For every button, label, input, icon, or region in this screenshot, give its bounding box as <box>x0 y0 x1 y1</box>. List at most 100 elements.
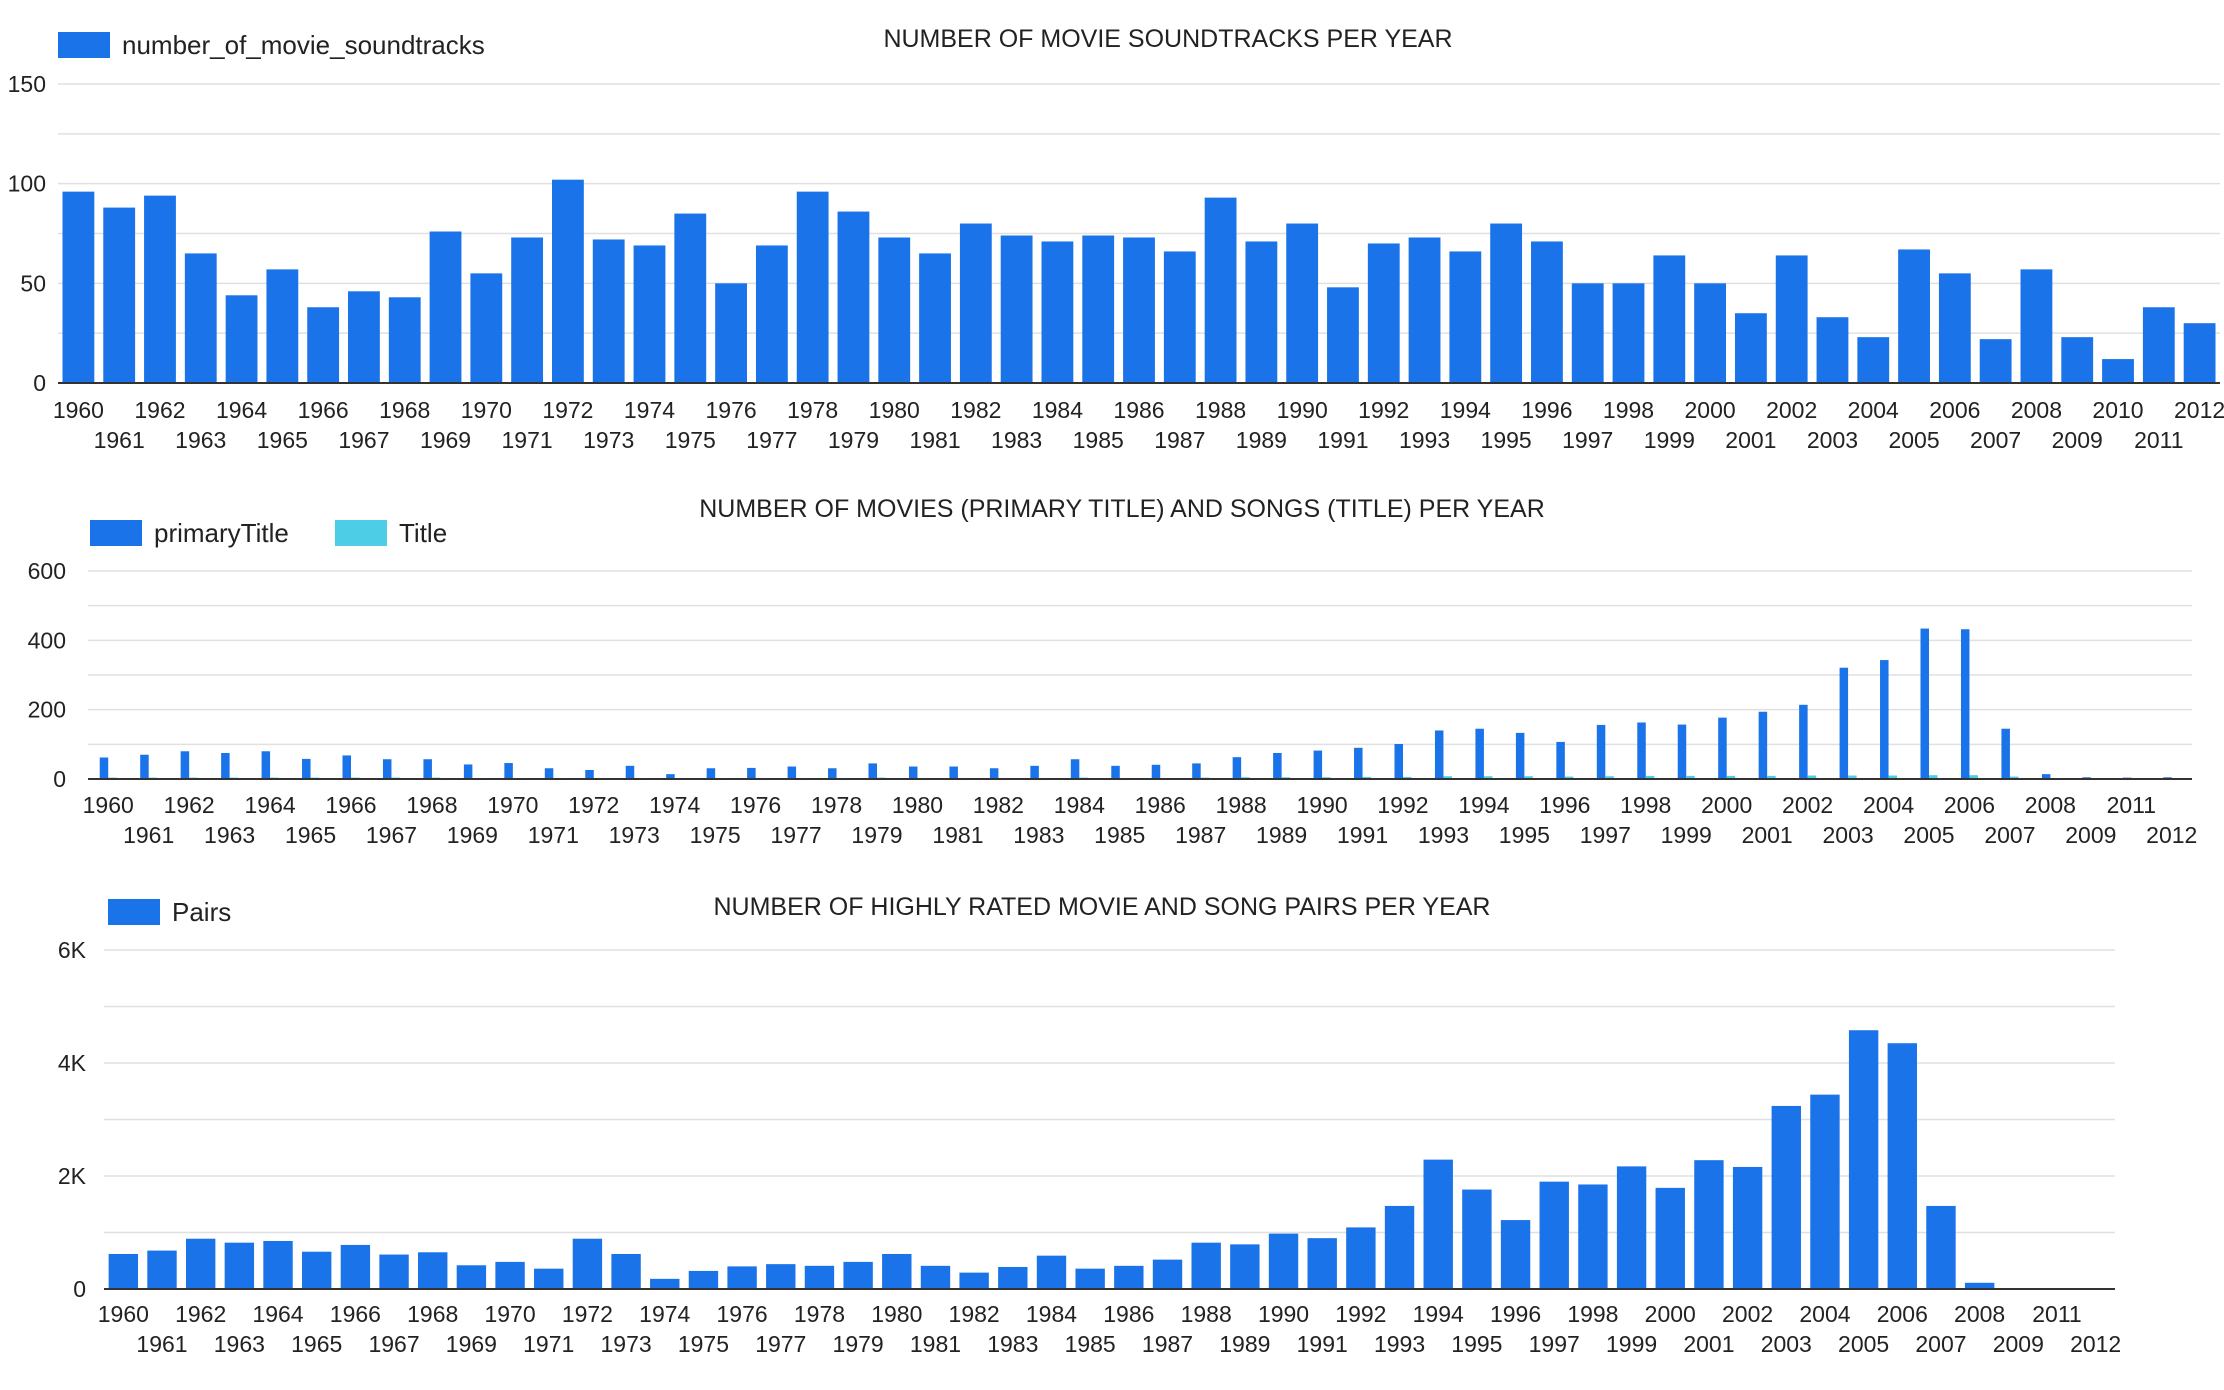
bar <box>495 1261 525 1289</box>
legend-swatch <box>90 520 142 546</box>
bar <box>1111 765 1120 779</box>
bar <box>1596 724 1606 779</box>
bar <box>1964 1282 1995 1289</box>
x-tick-label: 2012 <box>2174 397 2224 423</box>
bar <box>1771 1105 1801 1289</box>
bar <box>1920 628 1929 779</box>
x-tick-label: 1986 <box>1103 1301 1154 1327</box>
legend-label: primaryTitle <box>154 518 289 548</box>
bar <box>989 768 999 779</box>
x-tick-label: 1972 <box>568 792 619 818</box>
x-tick-label: 2001 <box>1683 1331 1734 1357</box>
bar <box>342 755 351 779</box>
bar <box>429 231 462 383</box>
bar <box>1475 728 1484 779</box>
bar <box>592 239 625 383</box>
x-tick-label: 1963 <box>175 427 226 453</box>
chart-2: 0 200 400 600 NUMBER OF MOVIES (PRIMARY TITL… <box>28 495 2198 848</box>
bar <box>1655 1187 1685 1289</box>
bar <box>1887 1043 1917 1289</box>
y-tick-label: 0 <box>33 370 46 396</box>
x-tick-label: 1984 <box>1032 397 1083 423</box>
x-tick-label: 1983 <box>991 427 1042 453</box>
x-tick-label: 1972 <box>542 397 593 423</box>
x-tick-label: 1962 <box>164 792 215 818</box>
bar <box>418 1252 448 1289</box>
bar <box>1556 741 1565 779</box>
x-tick-label: 1964 <box>252 1301 303 1327</box>
bar <box>1114 1265 1144 1289</box>
x-tick-label: 1978 <box>794 1301 845 1327</box>
x-tick-label: 1989 <box>1219 1331 1270 1357</box>
x-tick-label: 1960 <box>83 792 134 818</box>
bar <box>423 759 432 779</box>
bar <box>706 768 716 779</box>
x-tick-label: 2004 <box>1863 792 1914 818</box>
bar <box>348 291 380 383</box>
x-tick-label: 2012 <box>2146 822 2197 848</box>
x-tick-label: 1972 <box>562 1301 613 1327</box>
bar <box>1394 743 1403 779</box>
x-tick-label: 1966 <box>325 792 376 818</box>
x-tick-label: 2000 <box>1701 792 1752 818</box>
bar <box>463 764 473 779</box>
bar <box>1531 241 1563 383</box>
x-tick-label: 1989 <box>1236 427 1287 453</box>
bar <box>504 763 513 779</box>
x-tick-label: 2005 <box>1903 822 1954 848</box>
x-tick-label: 1977 <box>746 427 797 453</box>
bar <box>302 758 311 779</box>
x-tick-label: 2008 <box>1954 1301 2005 1327</box>
bar <box>959 1272 989 1289</box>
bar <box>221 753 230 779</box>
x-tick-label: 1979 <box>828 427 879 453</box>
bar <box>1423 1159 1453 1289</box>
x-tick-label: 1961 <box>136 1331 187 1357</box>
bar <box>2061 337 2094 383</box>
bar <box>1645 775 1655 779</box>
x-tick-label: 1992 <box>1358 397 1409 423</box>
bar <box>1070 759 1080 779</box>
bar <box>1718 717 1727 779</box>
bar <box>959 223 992 383</box>
x-tick-label: 2008 <box>2011 397 2062 423</box>
y-tick-label: 0 <box>53 766 66 792</box>
x-tick-label: 1985 <box>1073 427 1124 453</box>
x-tick-label: 1987 <box>1154 427 1205 453</box>
x-tick-label: 1961 <box>123 822 174 848</box>
bar <box>108 1253 139 1289</box>
x-tick-label: 2002 <box>1766 397 1817 423</box>
bar <box>1449 251 1482 383</box>
bar <box>1758 711 1768 779</box>
bar <box>340 1244 371 1289</box>
x-tick-label: 1995 <box>1451 1331 1502 1357</box>
bar <box>225 295 258 383</box>
bar <box>796 191 829 383</box>
chart-title: NUMBER OF HIGHLY RATED MOVIE AND SONG PA… <box>713 893 1490 921</box>
x-tick-label: 1978 <box>787 397 838 423</box>
x-tick-label: 1982 <box>949 1301 1000 1327</box>
bar <box>1767 775 1776 779</box>
x-tick-label: 1970 <box>487 792 538 818</box>
x-tick-label: 2011 <box>2032 1301 2081 1327</box>
x-tick-label: 1988 <box>1195 397 1246 423</box>
x-tick-label: 1971 <box>502 427 553 453</box>
x-tick-label: 2009 <box>1993 1331 2044 1357</box>
x-tick-label: 1981 <box>909 427 960 453</box>
x-tick-label: 1974 <box>624 397 675 423</box>
x-tick-label: 1965 <box>285 822 336 848</box>
bar <box>572 1238 603 1289</box>
x-tick-label: 1962 <box>134 397 185 423</box>
x-tick-label: 2010 <box>2092 397 2143 423</box>
bar <box>1362 776 1372 779</box>
bar <box>585 769 594 779</box>
bar <box>1926 1205 1956 1289</box>
y-tick-label: 50 <box>20 270 46 296</box>
x-tick-label: 1999 <box>1606 1331 1657 1357</box>
bar <box>1775 255 1808 383</box>
x-tick-label: 1969 <box>420 427 471 453</box>
x-tick-label: 1973 <box>601 1331 652 1357</box>
bar <box>379 1254 409 1289</box>
x-tick-label: 1968 <box>407 1301 458 1327</box>
bar <box>755 245 788 383</box>
